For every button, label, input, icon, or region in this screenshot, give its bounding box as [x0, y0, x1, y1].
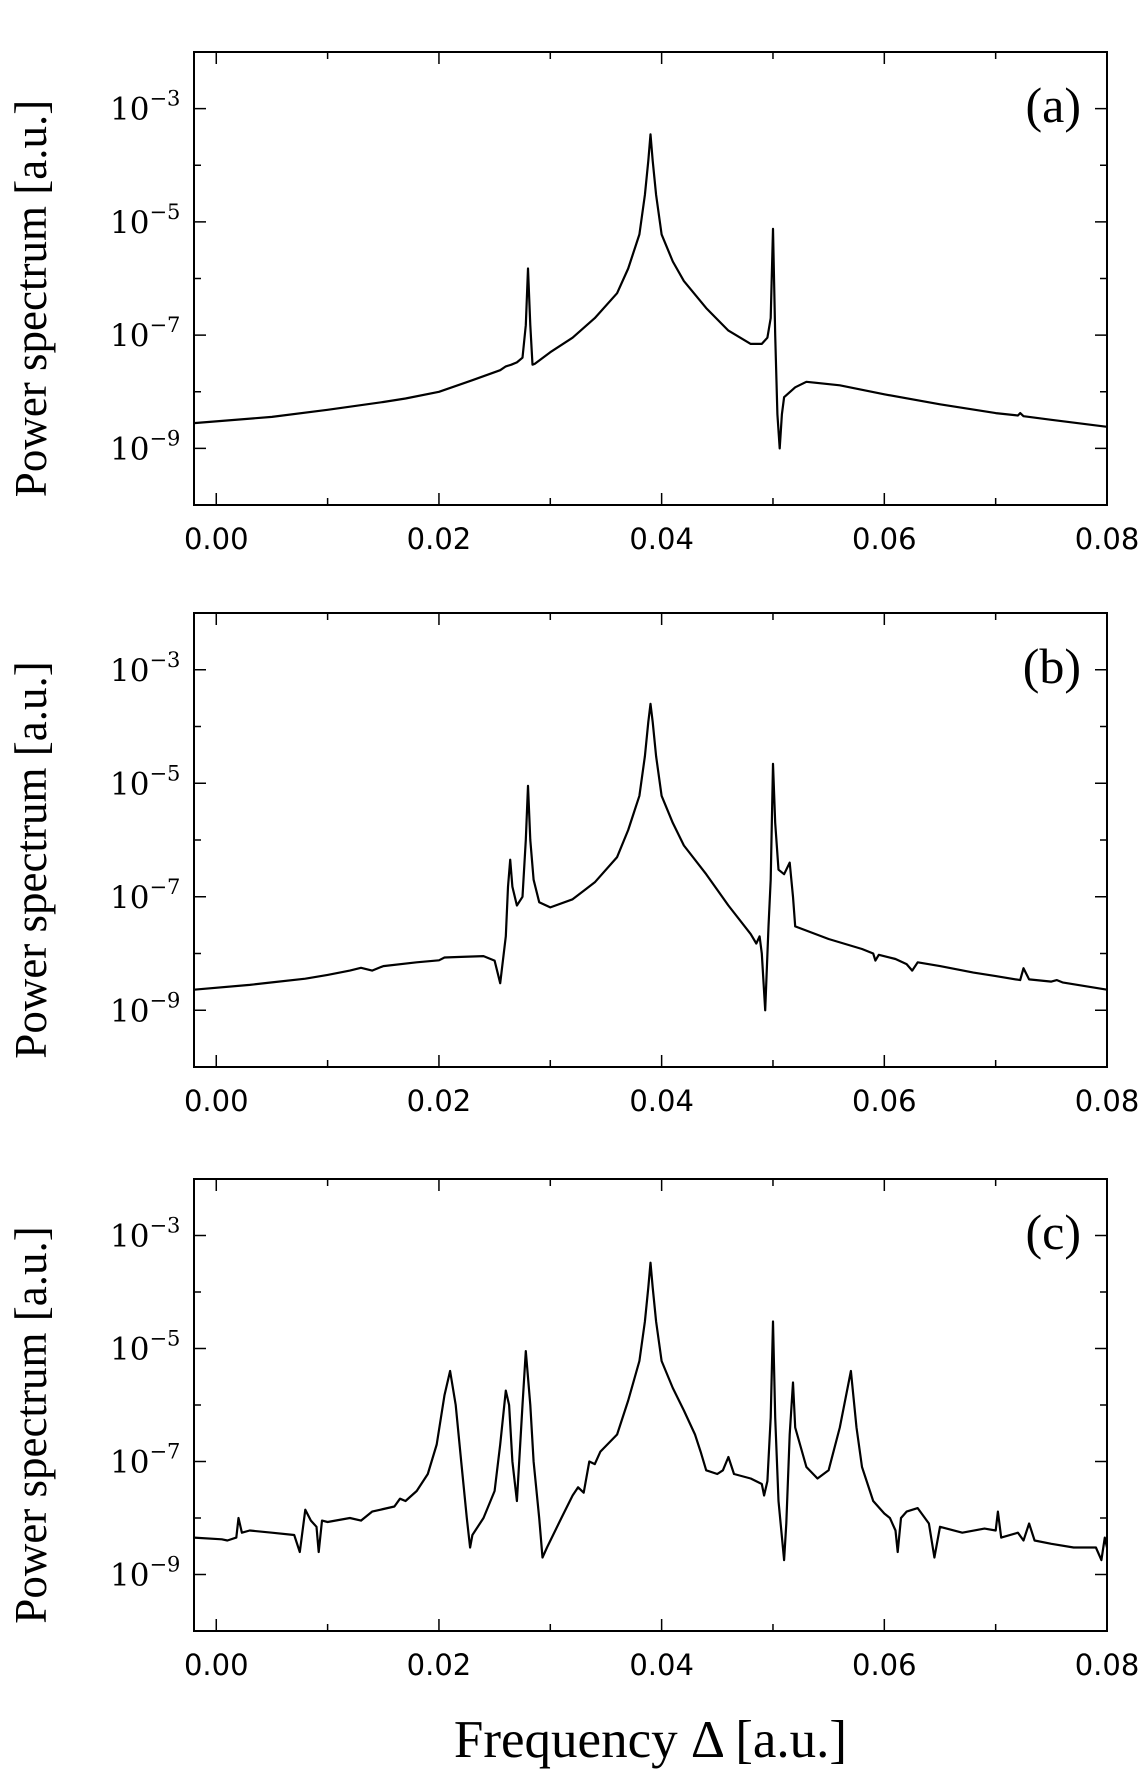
spectrum-line [193, 1261, 1109, 1562]
y-axis-label: Power spectrum [a.u.] [6, 100, 56, 497]
y-tick-label: 10−7 [110, 1440, 180, 1481]
y-tick-label: 10−5 [110, 200, 180, 241]
y-tick-label: 10−7 [110, 875, 180, 916]
y-tick-label: 10−9 [110, 426, 180, 467]
spectrum-line [193, 133, 1108, 450]
x-tick-label: 0.02 [407, 522, 472, 556]
y-tick-label: 10−9 [110, 1553, 180, 1594]
y-axis-label: Power spectrum [a.u.] [6, 1226, 56, 1623]
spectrum-line [193, 702, 1108, 1012]
axes-frame [193, 51, 1108, 506]
panel-3: 10−3 10−5 10−7 10−9 0.00 0.02 0.04 0.06 0.08 (c) P… [6, 1178, 1139, 1769]
x-tick-label: 0.04 [629, 1648, 694, 1682]
x-tick-label: 0.00 [184, 1084, 249, 1118]
x-tick-label: 0.06 [852, 1648, 917, 1682]
panel-2: 10−3 10−5 10−7 10−9 0.00 0.02 0.04 0.06 0.08 (b) P… [6, 612, 1139, 1118]
x-tick-label: 0.00 [184, 522, 249, 556]
panel-1: 10−3 10−5 10−7 10−9 0.00 0.02 0.04 0.06 0.08 (a) P… [6, 51, 1139, 556]
x-tick-label: 0.00 [184, 1648, 249, 1682]
x-tick-label: 0.08 [1075, 522, 1139, 556]
x-tick-label: 0.02 [407, 1084, 472, 1118]
panel-label: (a) [1026, 77, 1082, 133]
panel-label: (b) [1023, 638, 1081, 694]
y-tick-label: 10−3 [110, 1214, 180, 1255]
y-tick-label: 10−3 [110, 648, 180, 689]
y-tick-label: 10−3 [110, 87, 180, 128]
y-tick-label: 10−9 [110, 988, 180, 1029]
x-tick-label: 0.04 [629, 1084, 694, 1118]
x-tick-label: 0.08 [1075, 1648, 1139, 1682]
y-axis-label: Power spectrum [a.u.] [6, 661, 56, 1058]
axes-frame [193, 612, 1108, 1068]
axes-frame [193, 1178, 1108, 1632]
x-tick-label: 0.06 [852, 1084, 917, 1118]
x-tick-label: 0.06 [852, 522, 917, 556]
y-tick-label: 10−5 [110, 1327, 180, 1368]
x-tick-label: 0.04 [629, 522, 694, 556]
y-tick-label: 10−7 [110, 313, 180, 354]
x-axis-label: Frequency Δ [a.u.] [454, 1711, 847, 1769]
x-tick-label: 0.08 [1075, 1084, 1139, 1118]
x-tick-label: 0.02 [407, 1648, 472, 1682]
panel-label: (c) [1026, 1204, 1082, 1260]
y-tick-label: 10−5 [110, 761, 180, 802]
